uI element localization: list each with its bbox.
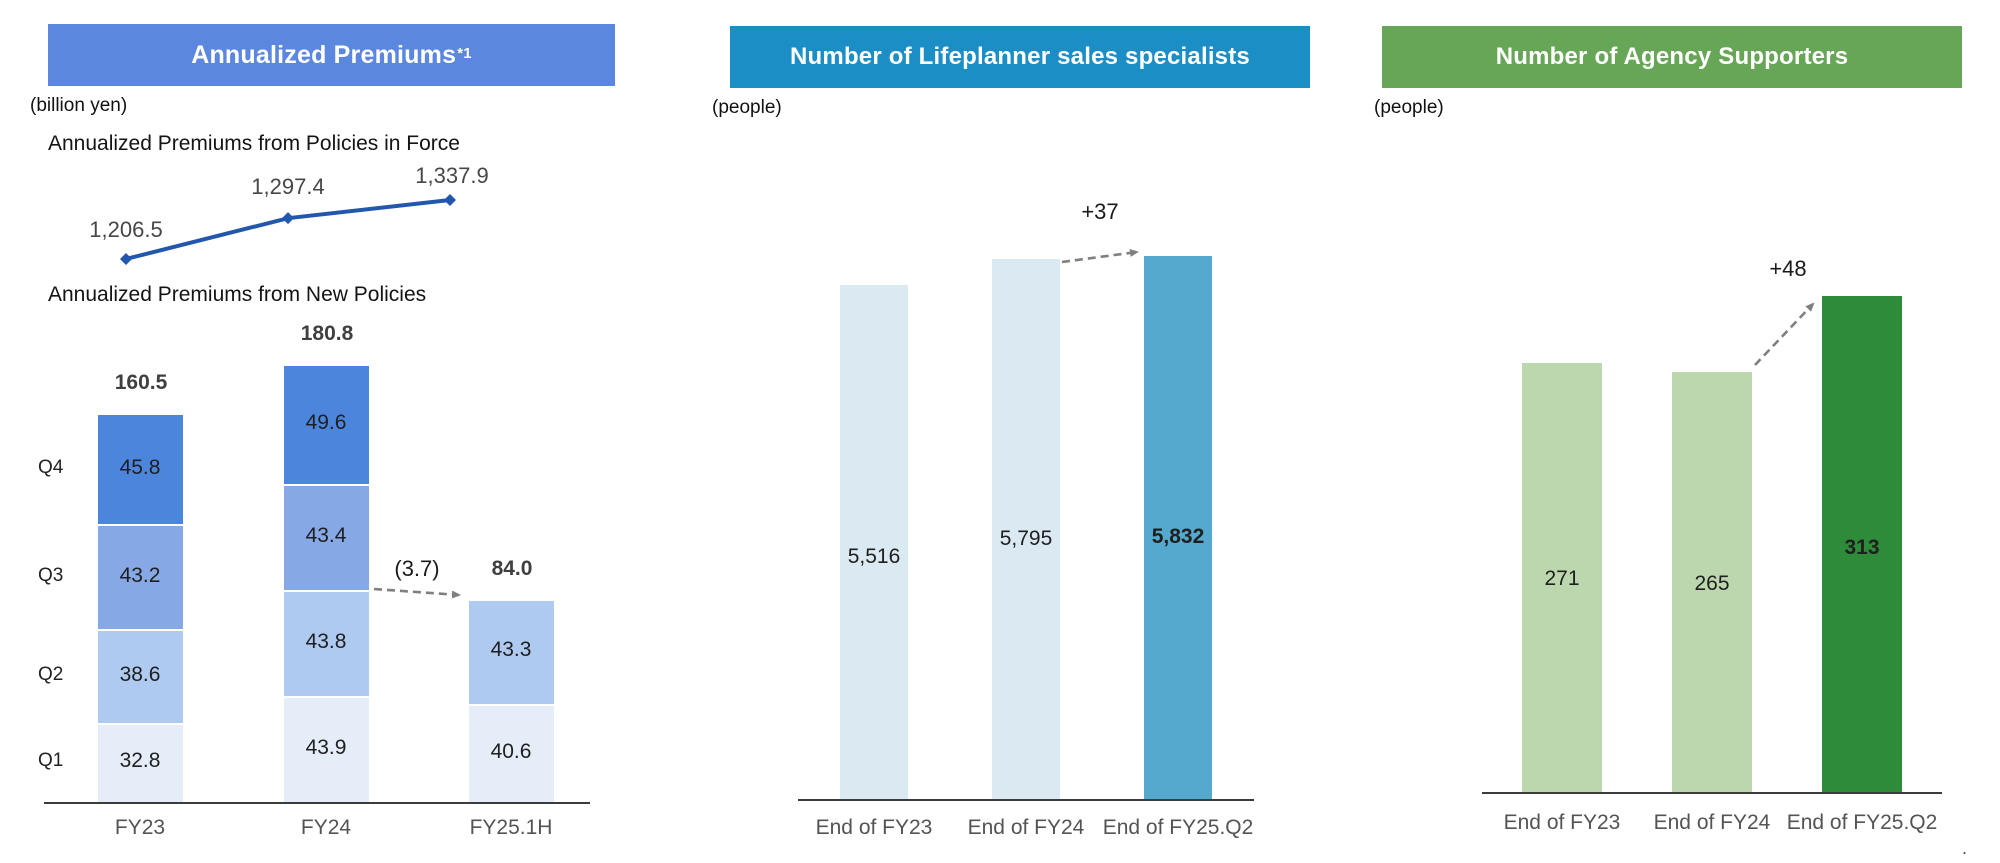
- lifeplanner-bars-bar-value-label: 5,516: [847, 545, 901, 568]
- unit-label-people-agency: (people): [1374, 97, 1444, 118]
- lifeplanner-bars-bar: [992, 259, 1060, 799]
- section-title-new-policies: Annualized Premiums from New Policies: [48, 283, 427, 306]
- new-policies-stacked-bar-segment-q2: [468, 598, 554, 704]
- lifeplanner-bars-annotation-label: +37: [1081, 199, 1119, 224]
- panel-header-title: Number of Lifeplanner sales specialists: [790, 43, 1250, 70]
- new-policies-stacked-annotation-label: (3.7): [394, 556, 440, 581]
- panel-header-lifeplanner: Number of Lifeplanner sales specialists: [730, 26, 1310, 88]
- agency-bars-bar-value-label: 265: [1694, 572, 1730, 595]
- new-policies-stacked-segment-value-label: 43.3: [490, 638, 532, 662]
- lifeplanner-bars-bar-value-label: 5,795: [999, 527, 1053, 550]
- policies-in-force-line-point-label: 1,297.4: [251, 174, 325, 200]
- new-policies-stacked-axis-line: [44, 802, 590, 804]
- agency-bars-annotation-label: +48: [1769, 256, 1807, 281]
- new-policies-stacked-total-label: 84.0: [491, 556, 533, 580]
- marker-diamond-icon: [282, 212, 294, 225]
- dashed-trend-arrow: [1754, 302, 1815, 366]
- new-policies-stacked-bar-segment-q1: [468, 703, 554, 802]
- marker-diamond-icon: [120, 253, 132, 265]
- new-policies-stacked-segment-value-label: 40.6: [490, 739, 532, 763]
- section-title-policies-in-force: Annualized Premiums from Policies in For…: [48, 132, 460, 155]
- new-policies-stacked-bar-segment-q1: [283, 695, 369, 802]
- new-policies-stacked-category-label: FY23: [114, 816, 166, 839]
- unit-label-billion-yen: (billion yen): [30, 95, 128, 116]
- agency-bars-bar-value-label: 271: [1544, 567, 1580, 590]
- agency-bars-category-label: End of FY25.Q2: [1786, 811, 1938, 834]
- new-policies-stacked-segment-value-label: 32.8: [119, 749, 161, 773]
- new-policies-stacked-bar-segment-q4: [283, 364, 369, 485]
- lifeplanner-bars-bar: [840, 285, 908, 799]
- new-policies-stacked-bar-segment-q1: [97, 722, 183, 802]
- lifeplanner-bars-bar-value-label: 5,832: [1151, 525, 1205, 548]
- new-policies-stacked-total-label: 160.5: [114, 371, 168, 395]
- new-policies-stacked-category-label: FY25.1H: [469, 816, 553, 839]
- agency-bars-bar: [1522, 362, 1602, 792]
- new-policies-stacked-segment-value-label: 43.8: [305, 629, 347, 653]
- dashed-trend-arrow: [1061, 248, 1139, 264]
- agency-bars-bar-value-label: 313: [1844, 536, 1880, 559]
- new-policies-stacked-bar-segment-q2: [97, 628, 183, 723]
- unit-label-people-lifeplanner: (people): [712, 97, 782, 118]
- agency-bars-axis-line: [1482, 792, 1942, 794]
- quarter-row-label-q4: Q4: [38, 456, 64, 478]
- agency-bars-bar: [1822, 295, 1902, 792]
- panel-header-title: Annualized Premiums: [191, 40, 457, 69]
- new-policies-stacked-segment-value-label: 49.6: [305, 411, 347, 435]
- agency-bars-bar: [1672, 372, 1752, 792]
- agency-bars-category-label: End of FY23: [1503, 811, 1621, 834]
- panel-header-agency-supporters: Number of Agency Supporters: [1382, 26, 1962, 88]
- agency-bars-category-label: End of FY24: [1653, 811, 1771, 834]
- panel-header-annualized-premiums: Annualized Premiums *1: [48, 24, 615, 86]
- new-policies-stacked-category-label: FY24: [300, 816, 352, 839]
- policies-in-force-line-point-label: 1,206.5: [89, 217, 163, 242]
- quarter-row-label-q3: Q3: [38, 564, 64, 586]
- lifeplanner-bars-category-label: End of FY25.Q2: [1102, 816, 1254, 839]
- new-policies-stacked-total-label: 180.8: [300, 322, 354, 346]
- new-policies-stacked-segment-value-label: 43.2: [119, 563, 161, 587]
- panel-header-title: Number of Agency Supporters: [1495, 43, 1849, 70]
- quarter-row-label-q1: Q1: [38, 750, 64, 772]
- new-policies-stacked-bar-segment-q3: [283, 484, 369, 590]
- new-policies-stacked-segment-value-label: 43.4: [305, 523, 347, 547]
- marker-diamond-icon: [444, 194, 456, 207]
- new-policies-stacked-bar-segment-q4: [97, 413, 183, 525]
- new-policies-stacked-segment-value-label: 45.8: [119, 455, 161, 479]
- lifeplanner-bars-category-label: End of FY24: [967, 816, 1085, 839]
- new-policies-stacked-bar-segment-q2: [283, 589, 369, 696]
- quarter-row-label-q2: Q2: [38, 663, 64, 685]
- new-policies-stacked-segment-value-label: 43.9: [305, 735, 347, 759]
- lifeplanner-bars-bar: [1144, 256, 1212, 799]
- new-policies-stacked-bar-segment-q3: [97, 524, 183, 629]
- policies-in-force-line-point-label: 1,337.9: [415, 163, 489, 188]
- lifeplanner-bars-category-label: End of FY23: [815, 816, 933, 839]
- footnote-mark: .: [1962, 838, 1968, 858]
- dashed-trend-arrow: [373, 587, 461, 599]
- header-footnote-ref: *1: [457, 44, 472, 62]
- new-policies-stacked-segment-value-label: 38.6: [119, 662, 161, 686]
- lifeplanner-bars-axis-line: [798, 799, 1254, 801]
